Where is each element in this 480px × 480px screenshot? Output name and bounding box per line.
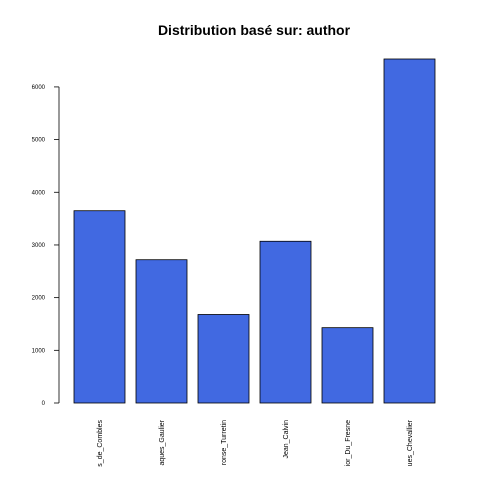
bars: [74, 59, 435, 403]
x-axis-labels: s_de_Combles aques_Gaulier ronse_Turretin J…: [97, 419, 414, 466]
bar: [260, 241, 311, 403]
y-tick-label: 2000: [32, 296, 46, 302]
chart-title: Distribution basé sur: author: [158, 22, 351, 38]
bar: [384, 59, 435, 403]
bar: [322, 328, 373, 403]
x-category-label: s_de_Combles: [97, 420, 104, 467]
y-tick-label: 6000: [32, 85, 46, 91]
x-category-label: Jean_Calvin: [283, 420, 290, 459]
x-category-label: ronse_Turretin: [221, 420, 228, 465]
x-category-label: aques_Gaulier: [159, 419, 166, 465]
bar: [74, 211, 125, 403]
y-tick-label: 5000: [32, 138, 46, 144]
y-tick-label: 0: [42, 401, 46, 407]
x-category-label: ues_Chevallier: [407, 419, 414, 466]
y-tick-label: 3000: [32, 243, 46, 249]
y-axis: 0 1000 2000 3000 4000 5000 6000: [32, 85, 59, 407]
bar: [136, 260, 187, 403]
y-tick-label: 1000: [32, 348, 46, 354]
x-category-label: ior_Du_Fresne: [345, 420, 352, 466]
bar: [198, 314, 249, 403]
y-tick-label: 4000: [32, 190, 46, 196]
